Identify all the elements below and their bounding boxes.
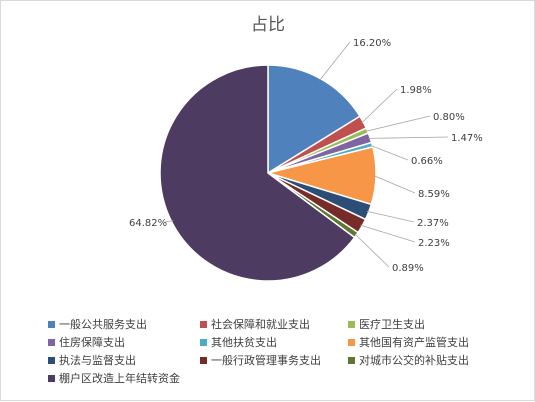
legend-label: 住房保障支出	[59, 335, 125, 349]
data-label: 16.20%	[353, 38, 391, 49]
leader-line	[361, 88, 398, 124]
legend-item: 住房保障支出	[48, 335, 125, 349]
legend-label: 社会保障和就业支出	[211, 317, 310, 331]
legend-swatch	[48, 321, 55, 328]
legend-item: 执法与监督支出	[48, 353, 136, 367]
leader-line	[373, 175, 416, 194]
legend-label: 棚户区改造上年结转资金	[59, 371, 180, 385]
legend-label: 对城市公交的补贴支出	[359, 353, 469, 367]
pie-slice	[159, 64, 356, 282]
legend-item: 其他扶贫支出	[200, 335, 277, 349]
legend-label: 执法与监督支出	[59, 353, 136, 367]
legend-item: 棚户区改造上年结转资金	[48, 371, 180, 385]
data-label: 1.98%	[400, 85, 432, 96]
legend-swatch	[348, 321, 355, 328]
legend-swatch	[48, 375, 55, 382]
legend-label: 医疗卫生支出	[359, 317, 425, 331]
leader-line	[366, 210, 415, 223]
data-label: 0.66%	[411, 156, 443, 167]
chart-title: 占比	[251, 15, 285, 35]
leader-line	[370, 144, 409, 161]
legend-item: 一般公共服务支出	[48, 317, 147, 331]
data-label: 8.59%	[418, 189, 450, 200]
legend-swatch	[200, 357, 207, 364]
legend-swatch	[200, 321, 207, 328]
legend-swatch	[48, 339, 55, 346]
leader-line	[354, 233, 390, 268]
leader-line	[368, 136, 449, 139]
leader-line	[164, 220, 174, 223]
legend-label: 一般行政管理事务支出	[211, 353, 321, 367]
data-label: 2.37%	[417, 218, 449, 229]
data-label: 64.82%	[129, 218, 167, 229]
legend-label: 其他国有资产监管支出	[359, 335, 469, 349]
data-label: 2.23%	[418, 238, 450, 249]
legend-item: 对城市公交的补贴支出	[348, 353, 469, 367]
leader-line	[360, 224, 416, 243]
leader-line	[365, 115, 431, 132]
data-label: 0.89%	[392, 263, 424, 274]
legend-label: 其他扶贫支出	[211, 335, 277, 349]
legend-item: 医疗卫生支出	[348, 317, 425, 331]
legend-item: 一般行政管理事务支出	[200, 353, 321, 367]
legend-swatch	[48, 357, 55, 364]
data-label: 1.47%	[451, 133, 483, 144]
leader-line	[319, 41, 351, 81]
legend-label: 一般公共服务支出	[59, 317, 147, 331]
data-label: 0.80%	[433, 112, 465, 123]
legend-swatch	[200, 339, 207, 346]
legend-item: 其他国有资产监管支出	[348, 335, 469, 349]
legend-item: 社会保障和就业支出	[200, 317, 310, 331]
legend-swatch	[348, 357, 355, 364]
legend-swatch	[348, 339, 355, 346]
